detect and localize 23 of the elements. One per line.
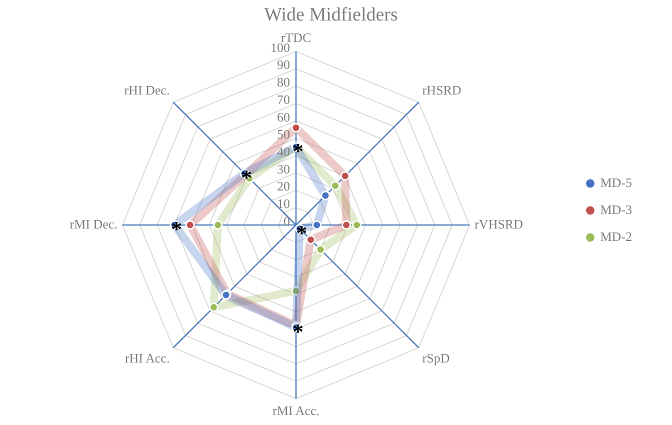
text: * [296,220,308,246]
y-tick-label: 10 [277,196,290,212]
legend-label: MD-2 [600,228,632,244]
spoke-label: rHI Dec. [124,82,170,98]
y-tick-label: 90 [277,57,290,72]
spoke-label: rVHSRD [474,216,524,232]
spoke-label: rHI Acc. [124,350,170,366]
y-tick-label: 30 [277,161,290,176]
y-tick-label: 0 [284,213,290,228]
spoke-label: rHSRD [422,82,462,98]
spoke-label: rMI Acc. [272,402,320,418]
spoke-label: rSpD [422,350,450,366]
text: * [292,138,304,164]
chart-title: Wide Midfielders [264,4,398,26]
spoke-label: rMI Dec. [70,216,118,232]
legend-label: MD-3 [600,202,632,217]
y-tick-label: 50 [277,126,290,142]
legend-label: MD-5 [600,174,632,190]
y-tick-label: 70 [277,92,290,107]
y-tick-label: 20 [277,178,290,194]
y-tick-label: 80 [277,74,290,90]
y-tick-label: 40 [277,144,290,159]
y-tick-label: 60 [277,109,290,124]
